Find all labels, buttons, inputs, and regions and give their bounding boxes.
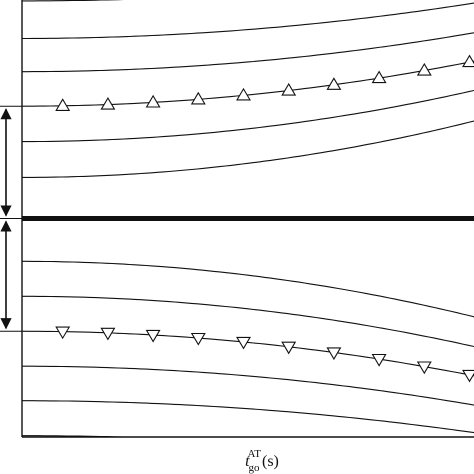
x-axis-label-unit: (s) — [262, 453, 279, 470]
triangle-up-marker-2 — [100, 97, 116, 110]
upper-curve-2 — [22, 2, 474, 40]
triangle-down-marker-1 — [55, 326, 71, 340]
upper-curve-3 — [22, 32, 474, 73]
upper-curve-4 — [22, 60, 474, 107]
lower-curve-2 — [22, 295, 474, 348]
triangle-down-marker-10 — [462, 369, 474, 383]
triangle-down-marker-6 — [281, 341, 297, 355]
triangle-up-marker-4 — [190, 91, 206, 105]
triangle-down-marker-3 — [145, 329, 161, 343]
triangle-down-marker-5 — [236, 336, 251, 350]
triangle-down-marker-4 — [190, 332, 206, 346]
x-axis-label-superscript: AT — [248, 448, 262, 460]
upper-curve-1 — [22, 0, 126, 2]
triangle-up-marker-1 — [55, 98, 71, 111]
lower-curve-3 — [22, 330, 474, 377]
triangle-up-marker-9 — [416, 62, 432, 76]
triangle-up-marker-10 — [462, 54, 474, 68]
triangle-up-marker-5 — [236, 87, 251, 101]
curve-layer — [22, 0, 474, 437]
x-axis-label-subscript: go — [249, 462, 261, 474]
triangle-up-marker-3 — [145, 94, 161, 108]
triangle-down-marker-9 — [416, 361, 432, 375]
arrow-layer — [0, 105, 22, 332]
upper-curve-5 — [22, 89, 474, 143]
triangle-down-marker-8 — [371, 353, 387, 367]
upper-curve-6 — [22, 120, 474, 178]
lower-curve-5 — [22, 400, 474, 434]
x-axis-label: tgo AT(s) — [245, 448, 279, 474]
triangle-up-marker-7 — [326, 77, 342, 90]
triangle-up-marker-8 — [371, 70, 387, 84]
lower-curve-4 — [22, 365, 474, 406]
lower-curve-1 — [22, 260, 474, 318]
triangle-down-marker-2 — [100, 327, 116, 341]
triangle-up-marker-6 — [281, 82, 297, 96]
marker-layer — [55, 54, 474, 383]
x-axis-label-base: t — [245, 453, 250, 470]
triangle-down-marker-7 — [326, 347, 342, 361]
